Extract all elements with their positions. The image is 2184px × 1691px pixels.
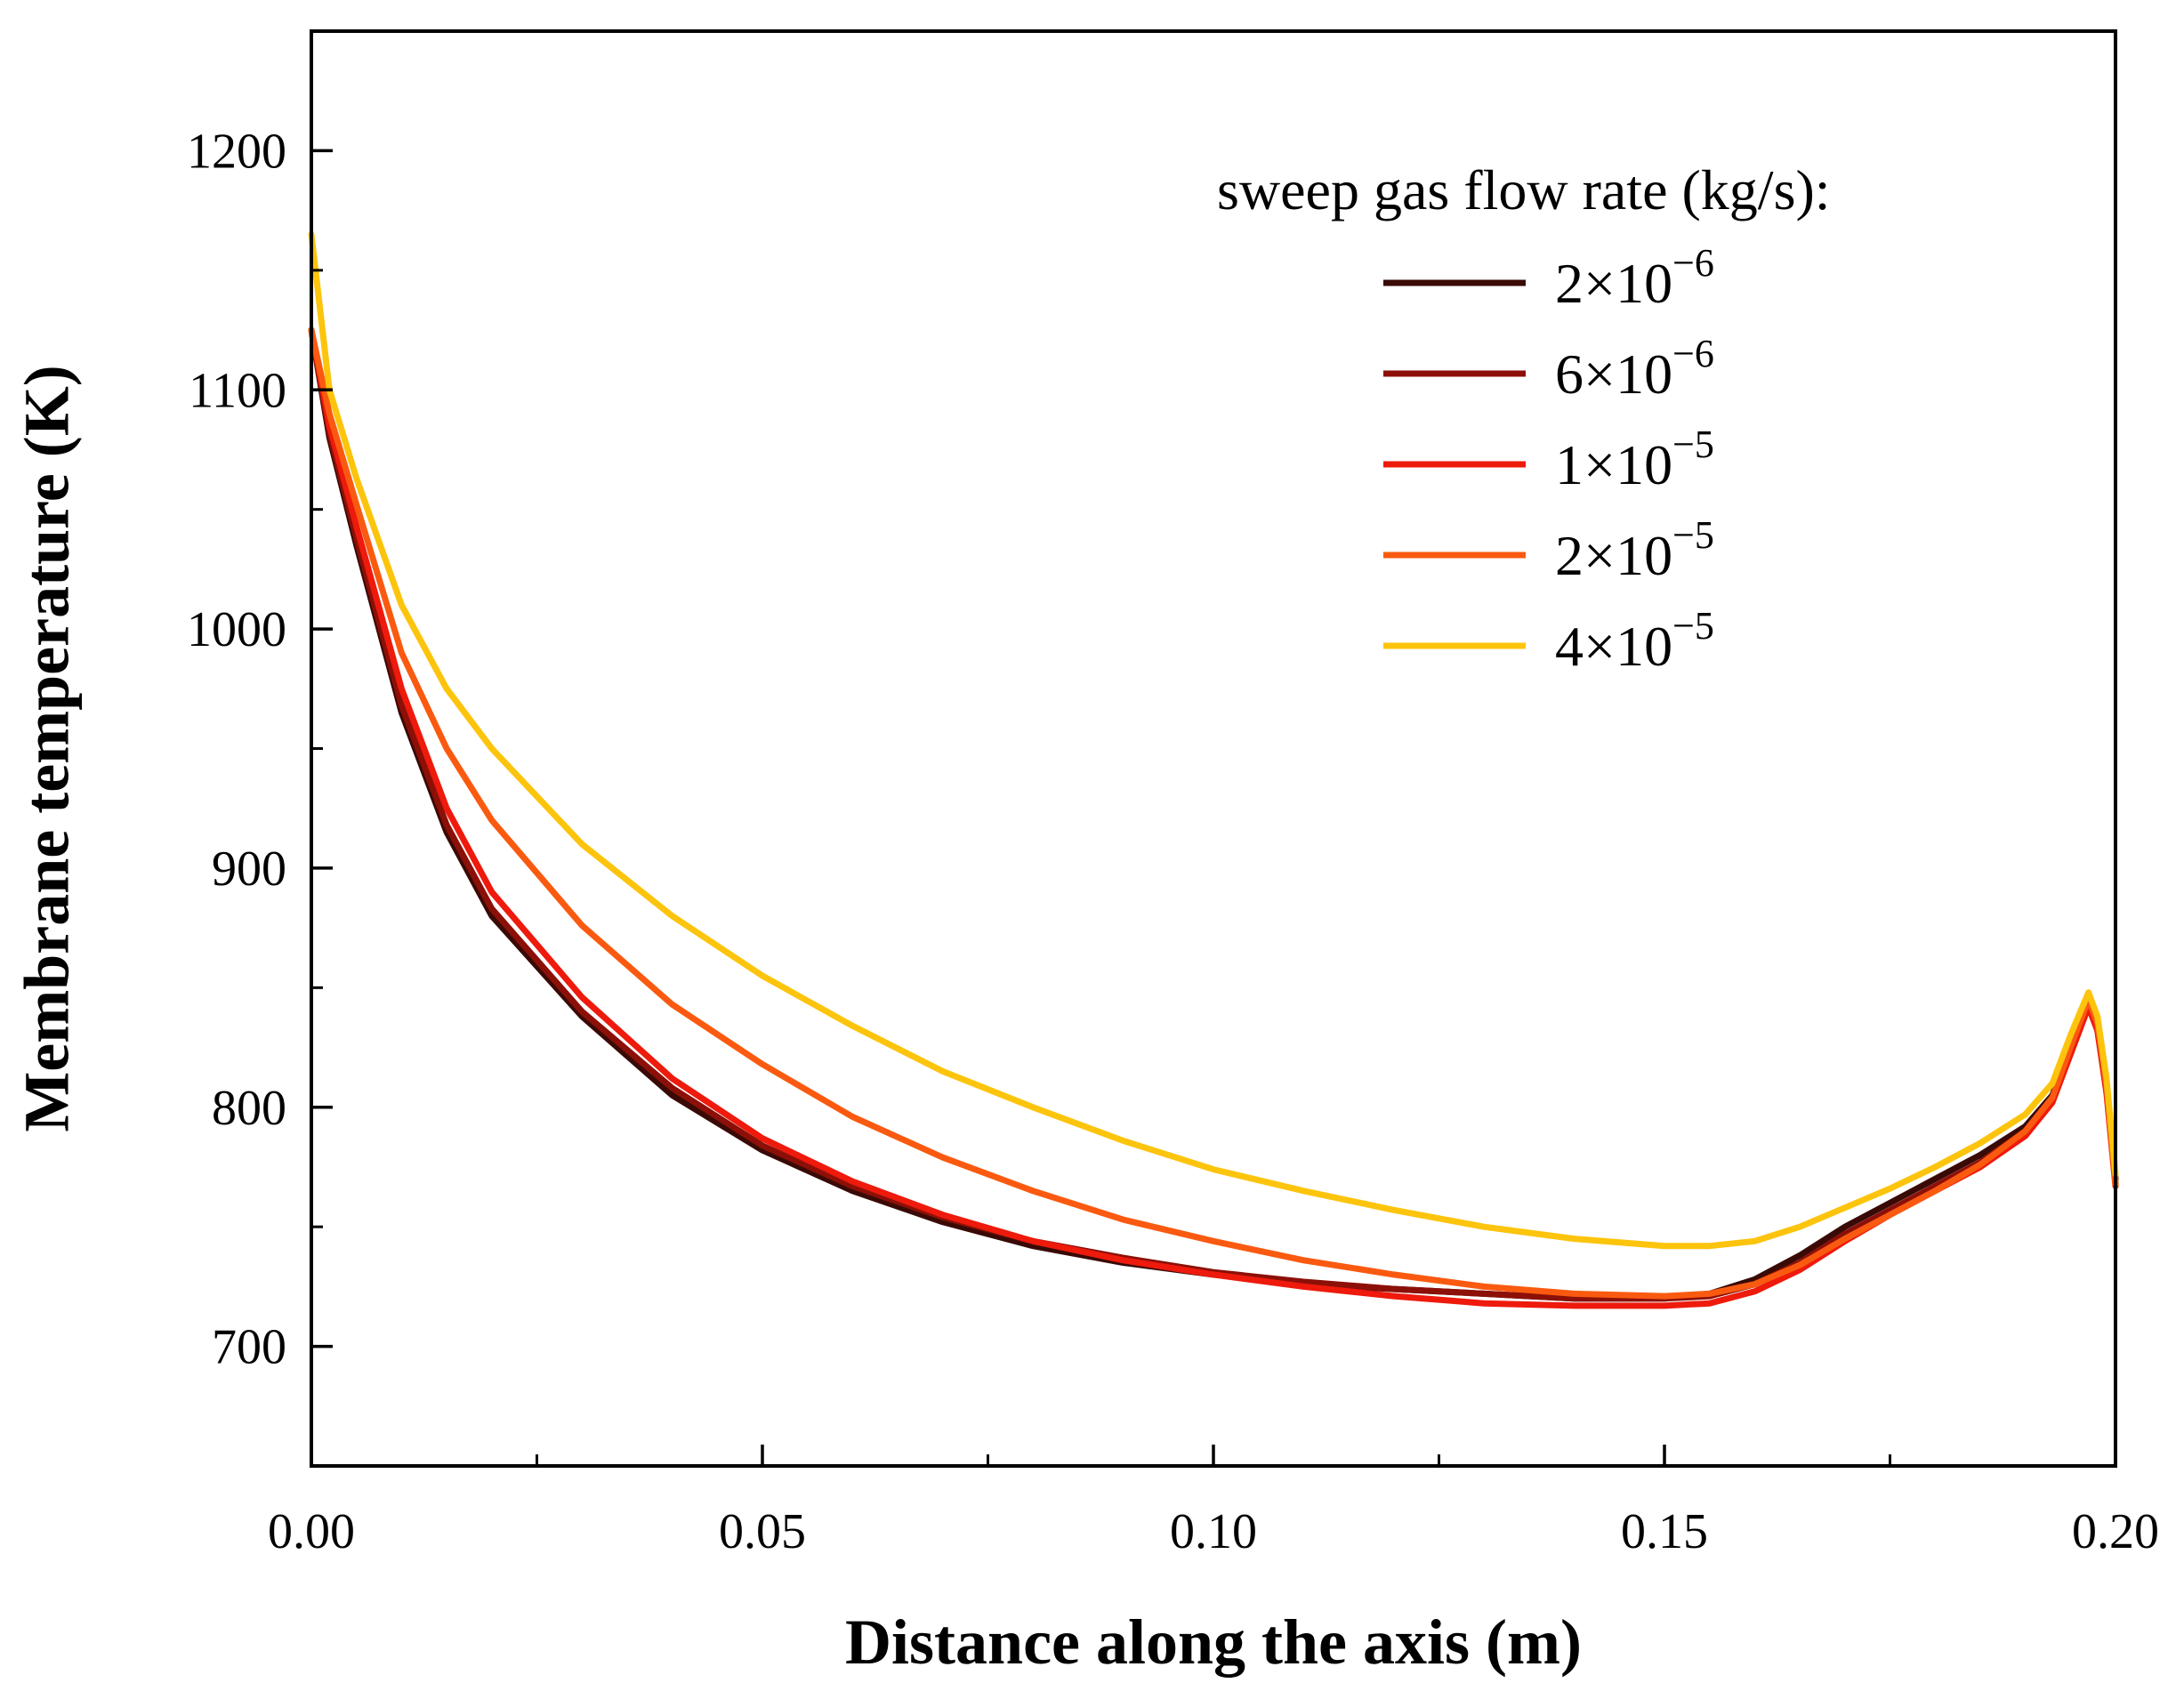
x-tick-label: 0.00	[268, 1504, 355, 1559]
legend-label-0: 2×10−6	[1555, 241, 1714, 315]
series-line-1	[308, 326, 2119, 1302]
y-axis-title: Membrane temperature (K)	[12, 365, 83, 1131]
y-tick-label: 1000	[187, 602, 286, 657]
legend-label-4: 4×10−5	[1555, 604, 1714, 678]
plot-frame	[310, 29, 2117, 1468]
legend-title: sweep gas flow rate (kg/s):	[1217, 158, 1831, 221]
y-tick-label: 700	[212, 1320, 286, 1375]
series-line-0	[308, 326, 2119, 1302]
legend-label-1: 6×10−6	[1555, 332, 1714, 406]
series-line-3	[308, 326, 2119, 1300]
y-tick-label: 800	[212, 1081, 286, 1136]
x-tick-label: 0.15	[1621, 1504, 1708, 1559]
series-line-4	[308, 231, 2119, 1250]
x-tick-label: 0.10	[1170, 1504, 1257, 1559]
x-axis-title: Distance along the axis (m)	[845, 1606, 1582, 1678]
y-tick-label: 900	[212, 841, 286, 897]
legend-items: 2×10−6 6×10−6 1×10−5 2×10−5 4×10−5	[1383, 241, 1714, 678]
legend-label-3: 2×10−5	[1555, 513, 1714, 587]
ticks-layer: 0.00 0.05 0.10 0.15 0.20 700 800 900 1000 1100 120…	[187, 124, 2159, 1559]
series-layer	[308, 231, 2119, 1309]
series-line-2	[308, 326, 2119, 1309]
legend-label-2: 1×10−5	[1555, 423, 1714, 496]
y-tick-label: 1200	[187, 124, 286, 179]
x-tick-label: 0.05	[719, 1504, 806, 1559]
x-tick-label: 0.20	[2072, 1504, 2159, 1559]
y-tick-label: 1100	[189, 363, 286, 418]
legend: sweep gas flow rate (kg/s): 2×10−6 6×10−6…	[1217, 158, 1831, 678]
